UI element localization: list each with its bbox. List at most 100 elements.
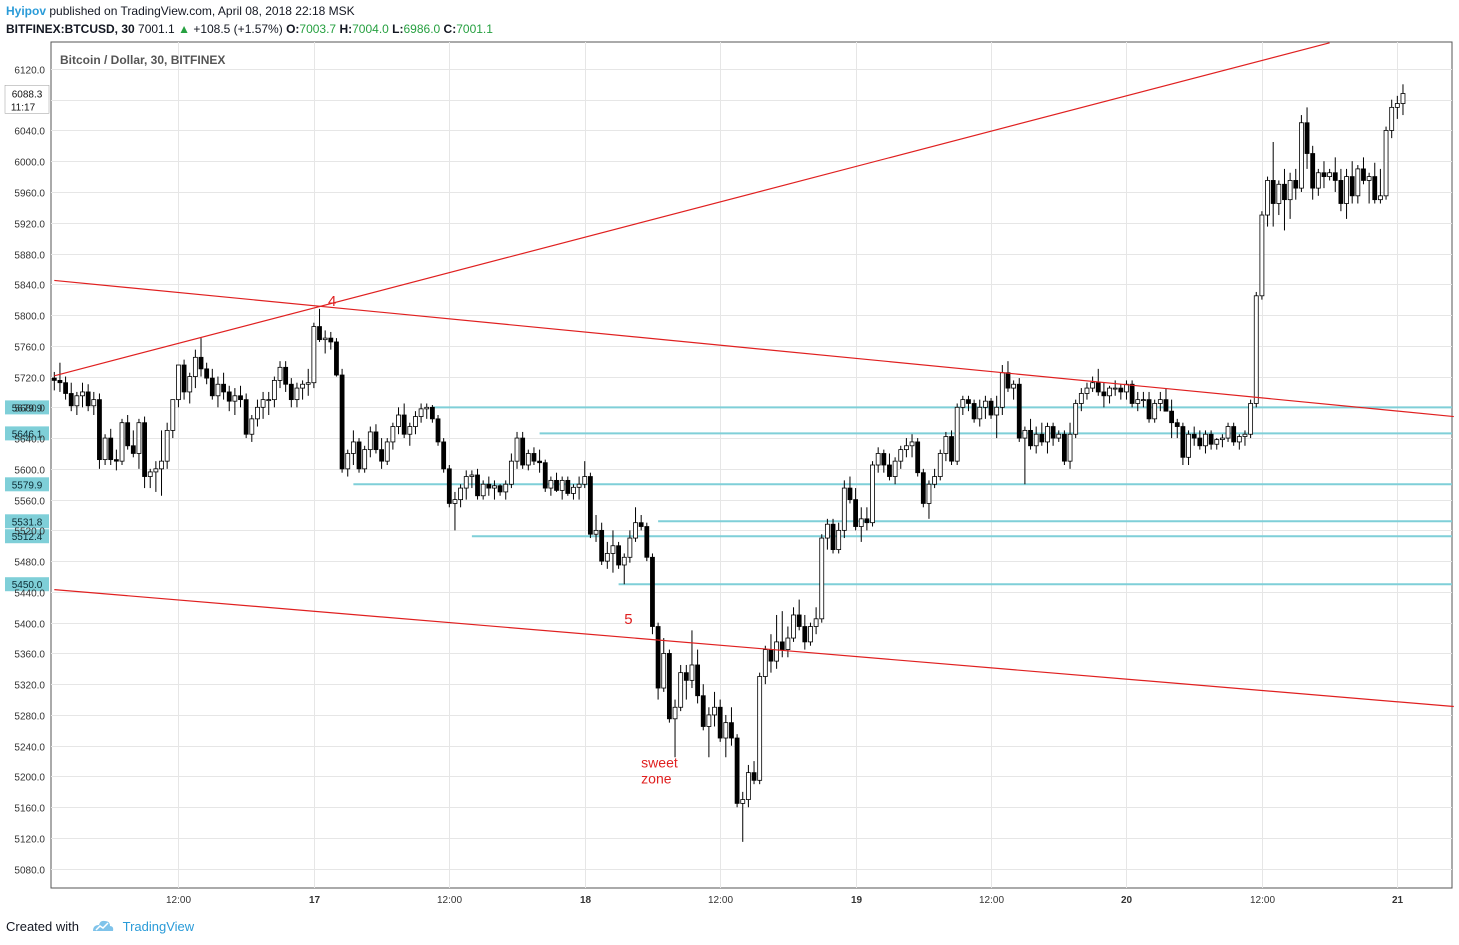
candle-body-up [492, 485, 497, 489]
candle [531, 447, 537, 465]
y-tick-label: 5760.0 [14, 343, 45, 354]
candle [966, 395, 971, 412]
y-tick-label: 5400.0 [14, 620, 45, 631]
candle-body-down [1146, 399, 1152, 420]
x-tick-label: 21 [1392, 895, 1404, 906]
y-tick-label: 5120.0 [14, 835, 45, 846]
candle-body-up [1225, 426, 1231, 439]
candle-body-up [1253, 295, 1259, 404]
candle [1107, 385, 1112, 404]
candle [1028, 418, 1033, 450]
candle-body-up [260, 399, 266, 408]
tradingview-link[interactable]: TradingView [122, 919, 195, 934]
candle [373, 424, 379, 454]
candle-body-up [841, 487, 847, 531]
candle-body-down [1332, 172, 1338, 181]
candle [954, 403, 960, 465]
candle [514, 431, 520, 469]
candle [604, 541, 610, 569]
candle [283, 361, 289, 392]
author-link[interactable]: Hyipov [6, 4, 47, 18]
candle [1299, 115, 1304, 192]
candle-body-down [1282, 183, 1287, 201]
candle [593, 514, 599, 542]
up-arrow-icon: ▲ [178, 22, 190, 36]
level-tag [5, 514, 49, 529]
y-tick-label: 5240.0 [14, 743, 45, 754]
level-tag [5, 529, 49, 544]
candle-body-up [91, 399, 97, 407]
candle-body-up [458, 487, 463, 501]
y-tick-label: 5800.0 [14, 312, 45, 323]
y-tick-label: 5280.0 [14, 712, 45, 723]
candle [350, 430, 356, 465]
y-tick-label: 5720.0 [14, 374, 45, 385]
candle [729, 707, 734, 746]
candle-body-up [390, 426, 396, 443]
candle [582, 461, 588, 489]
x-tick-label: 12:00 [437, 895, 462, 906]
candle-body-up [932, 476, 938, 485]
candle-body-down [1129, 383, 1135, 404]
candle [898, 445, 904, 469]
y-tick-label: 5960.0 [14, 189, 45, 200]
candle-body-down [108, 437, 114, 461]
candle [712, 691, 717, 727]
candle [266, 391, 272, 416]
candle-body-down [1174, 422, 1180, 427]
candle-body-down [683, 672, 689, 681]
candle-body-down [887, 464, 892, 477]
candle [932, 468, 938, 489]
candle-body-up [452, 499, 458, 504]
candle-body-up [1394, 103, 1400, 108]
candle [887, 453, 892, 481]
candle-body-down [729, 722, 734, 739]
candle-body-up [384, 441, 390, 462]
candle [181, 359, 187, 400]
candle-body-down [1293, 180, 1299, 189]
candle [1287, 172, 1293, 219]
candle [407, 422, 413, 446]
candle-body-up [813, 618, 819, 627]
candle-body-down [717, 706, 723, 739]
candle-body-up [678, 672, 684, 708]
candle [1327, 168, 1333, 181]
candle-body-down [497, 485, 503, 493]
candle-body-up [548, 479, 554, 489]
annotation-label: zone [641, 770, 672, 786]
candle [700, 684, 706, 731]
candle-body-down [881, 453, 887, 466]
candle [1135, 391, 1141, 412]
candle-body-down [734, 737, 740, 804]
plot-border [50, 41, 1453, 889]
candle-body-down [1361, 168, 1366, 181]
candle-body-up [170, 399, 176, 431]
candle [80, 382, 85, 408]
candle [1016, 378, 1022, 442]
candle [881, 449, 887, 473]
candle [1394, 95, 1400, 119]
candle [1005, 361, 1011, 392]
candle-body-up [1366, 176, 1372, 181]
low-label: L: [392, 22, 404, 36]
candle [836, 522, 842, 554]
candle-body-down [51, 377, 57, 381]
candle-body-up [1022, 429, 1028, 439]
candle-body-up [898, 449, 904, 462]
candle-body-down [599, 529, 605, 562]
candle-body-down [655, 626, 661, 689]
candle [1315, 168, 1321, 196]
candle-body-up [824, 523, 830, 539]
candle-body-up [119, 422, 125, 462]
candle-body-down [988, 400, 994, 416]
candle-body-down [334, 341, 339, 376]
current-price-label: 6088.3 [12, 89, 43, 100]
candle [1259, 211, 1265, 300]
candle-body-up [407, 426, 413, 435]
candle-body-down [616, 545, 621, 566]
candle-body-down [379, 449, 384, 462]
candle [311, 322, 317, 389]
candle [1344, 168, 1349, 219]
candle [745, 764, 751, 808]
